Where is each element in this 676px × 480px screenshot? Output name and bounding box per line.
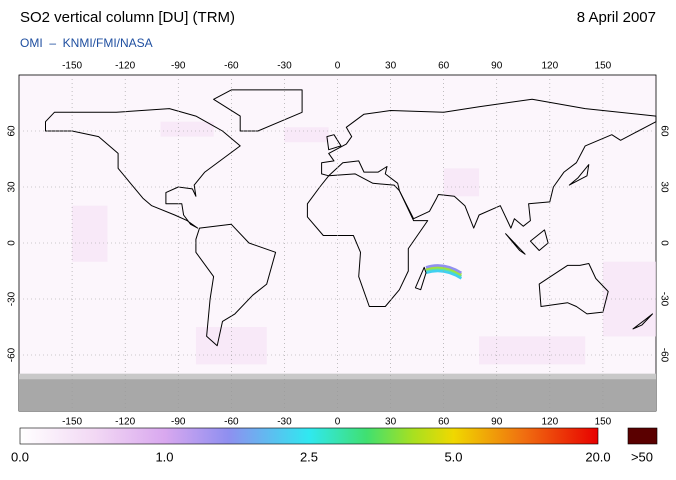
coastline bbox=[538, 263, 609, 315]
lon-tick-bottom: 60 bbox=[438, 417, 450, 428]
colorbar-label: 0.0 bbox=[11, 449, 29, 464]
colorbar-label: 1.0 bbox=[155, 449, 173, 464]
coastline bbox=[213, 89, 303, 132]
lon-tick-top: 0 bbox=[335, 61, 341, 72]
lat-tick-right: -30 bbox=[658, 292, 669, 307]
lon-tick-bottom: -90 bbox=[171, 417, 186, 428]
background-haze bbox=[72, 205, 108, 262]
coastline bbox=[529, 229, 549, 251]
background-haze bbox=[443, 168, 480, 197]
lon-tick-top: 150 bbox=[595, 61, 612, 72]
lat-tick-left: -30 bbox=[7, 291, 18, 306]
lon-tick-top: -150 bbox=[62, 61, 82, 72]
coastline bbox=[505, 233, 526, 255]
background-haze bbox=[284, 127, 329, 143]
coastline bbox=[306, 173, 429, 307]
background-haze bbox=[479, 336, 586, 365]
lat-tick-right: 0 bbox=[658, 240, 669, 246]
date: 8 April 2007 bbox=[577, 9, 656, 26]
so2-plume bbox=[425, 264, 463, 274]
lat-tick-right: 30 bbox=[658, 181, 669, 193]
coastline bbox=[321, 98, 657, 229]
lat-tick-left: 60 bbox=[7, 125, 18, 137]
lon-tick-bottom: 150 bbox=[595, 417, 612, 428]
lon-tick-top: 120 bbox=[541, 61, 558, 72]
coastline bbox=[45, 108, 241, 229]
lon-tick-bottom: -150 bbox=[62, 417, 82, 428]
lon-tick-top: -90 bbox=[171, 61, 186, 72]
coastline bbox=[414, 266, 427, 291]
lon-tick-bottom: -30 bbox=[277, 417, 292, 428]
lon-tick-bottom: -120 bbox=[115, 417, 135, 428]
lon-tick-bottom: 0 bbox=[335, 417, 341, 428]
lon-tick-top: -60 bbox=[224, 61, 239, 72]
background-haze bbox=[195, 327, 267, 365]
lon-tick-bottom: 30 bbox=[385, 417, 397, 428]
lat-tick-right: 60 bbox=[658, 125, 669, 137]
coastline bbox=[326, 134, 342, 151]
colorbar-label: 5.0 bbox=[444, 449, 462, 464]
lon-tick-bottom: -60 bbox=[224, 417, 239, 428]
so2-plume bbox=[425, 267, 463, 278]
lon-tick-top: -30 bbox=[277, 61, 292, 72]
overflow-label: >50 bbox=[631, 449, 653, 464]
background-haze bbox=[160, 121, 214, 137]
lat-tick-left: 30 bbox=[7, 181, 18, 193]
lon-tick-top: 60 bbox=[438, 61, 450, 72]
coastline bbox=[568, 164, 590, 186]
lat-tick-left: -60 bbox=[7, 347, 18, 362]
background-haze bbox=[602, 261, 657, 337]
lon-tick-top: 90 bbox=[491, 61, 503, 72]
colorbar-label: 20.0 bbox=[585, 449, 610, 464]
lat-tick-left: 0 bbox=[7, 240, 18, 246]
title: SO2 vertical column [DU] (TRM) bbox=[20, 9, 235, 26]
colorbar-overflow bbox=[627, 427, 658, 445]
lon-tick-bottom: 90 bbox=[491, 417, 503, 428]
colorbar bbox=[19, 427, 599, 445]
colorbar-label: 2.5 bbox=[300, 449, 318, 464]
coastline bbox=[632, 313, 653, 330]
lon-tick-bottom: 120 bbox=[541, 417, 558, 428]
lon-tick-top: 30 bbox=[385, 61, 397, 72]
map bbox=[19, 75, 657, 411]
source: OMI – KNMI/FMI/NASA bbox=[20, 36, 153, 50]
lon-tick-top: -120 bbox=[115, 61, 135, 72]
coastline bbox=[195, 223, 277, 347]
lat-tick-right: -60 bbox=[658, 348, 669, 363]
